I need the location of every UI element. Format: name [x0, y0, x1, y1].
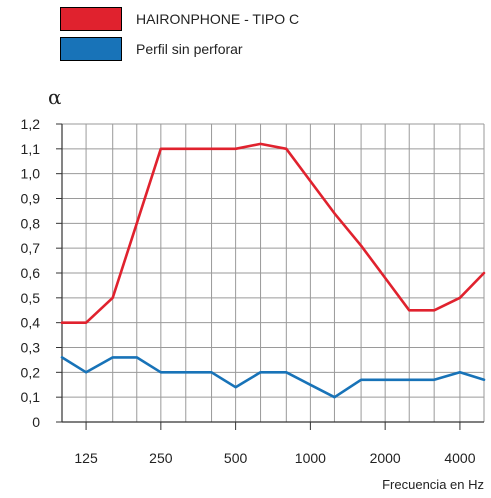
legend-label-haironphone: HAIRONPHONE - TIPO C: [136, 11, 300, 27]
x-axis-label: Frecuencia en Hz: [382, 477, 484, 492]
y-tick-label: 0,8: [21, 215, 41, 231]
x-tick-label: 500: [224, 450, 248, 466]
y-tick-label: 0,5: [21, 290, 41, 306]
y-tick-label: 1,0: [21, 166, 41, 182]
x-tick-label: 1000: [295, 450, 326, 466]
legend-swatch-blue: [60, 37, 122, 61]
y-axis-label: α: [48, 85, 62, 109]
x-tick-label: 125: [74, 450, 98, 466]
series-line-haironphone: [60, 142, 486, 325]
x-tick-label: 4000: [444, 450, 475, 466]
x-tick-label: 250: [149, 450, 173, 466]
legend-swatch-red: [60, 7, 122, 31]
legend-item-haironphone: HAIRONPHONE - TIPO C: [60, 7, 299, 31]
y-tick-label: 0,4: [21, 315, 41, 331]
legend: HAIRONPHONE - TIPO C Perfil sin perforar: [0, 0, 491, 70]
legend-item-perfil: Perfil sin perforar: [60, 37, 243, 61]
y-tick-label: 0,3: [21, 340, 41, 356]
chart-series: [60, 142, 486, 399]
legend-label-perfil: Perfil sin perforar: [136, 41, 243, 57]
y-tick-label: 0,1: [21, 389, 41, 405]
chart-labels: α Frecuencia en Hz 1,2 1,1 1,0 0,9 0,8 0,7 0,6…: [21, 85, 484, 492]
y-tick-label: 0,9: [21, 191, 41, 207]
y-tick-label: 1,1: [21, 141, 41, 157]
chart-grid: [61, 123, 485, 422]
chart-axes: [56, 123, 484, 430]
x-tick-label: 2000: [370, 450, 401, 466]
y-tick-label: 0,7: [21, 240, 41, 256]
y-tick-label: 0: [32, 414, 40, 430]
series-line-perfil: [60, 356, 486, 399]
y-tick-label: 1,2: [21, 116, 41, 132]
y-tick-label: 0,2: [21, 364, 41, 380]
y-tick-label: 0,6: [21, 265, 41, 281]
